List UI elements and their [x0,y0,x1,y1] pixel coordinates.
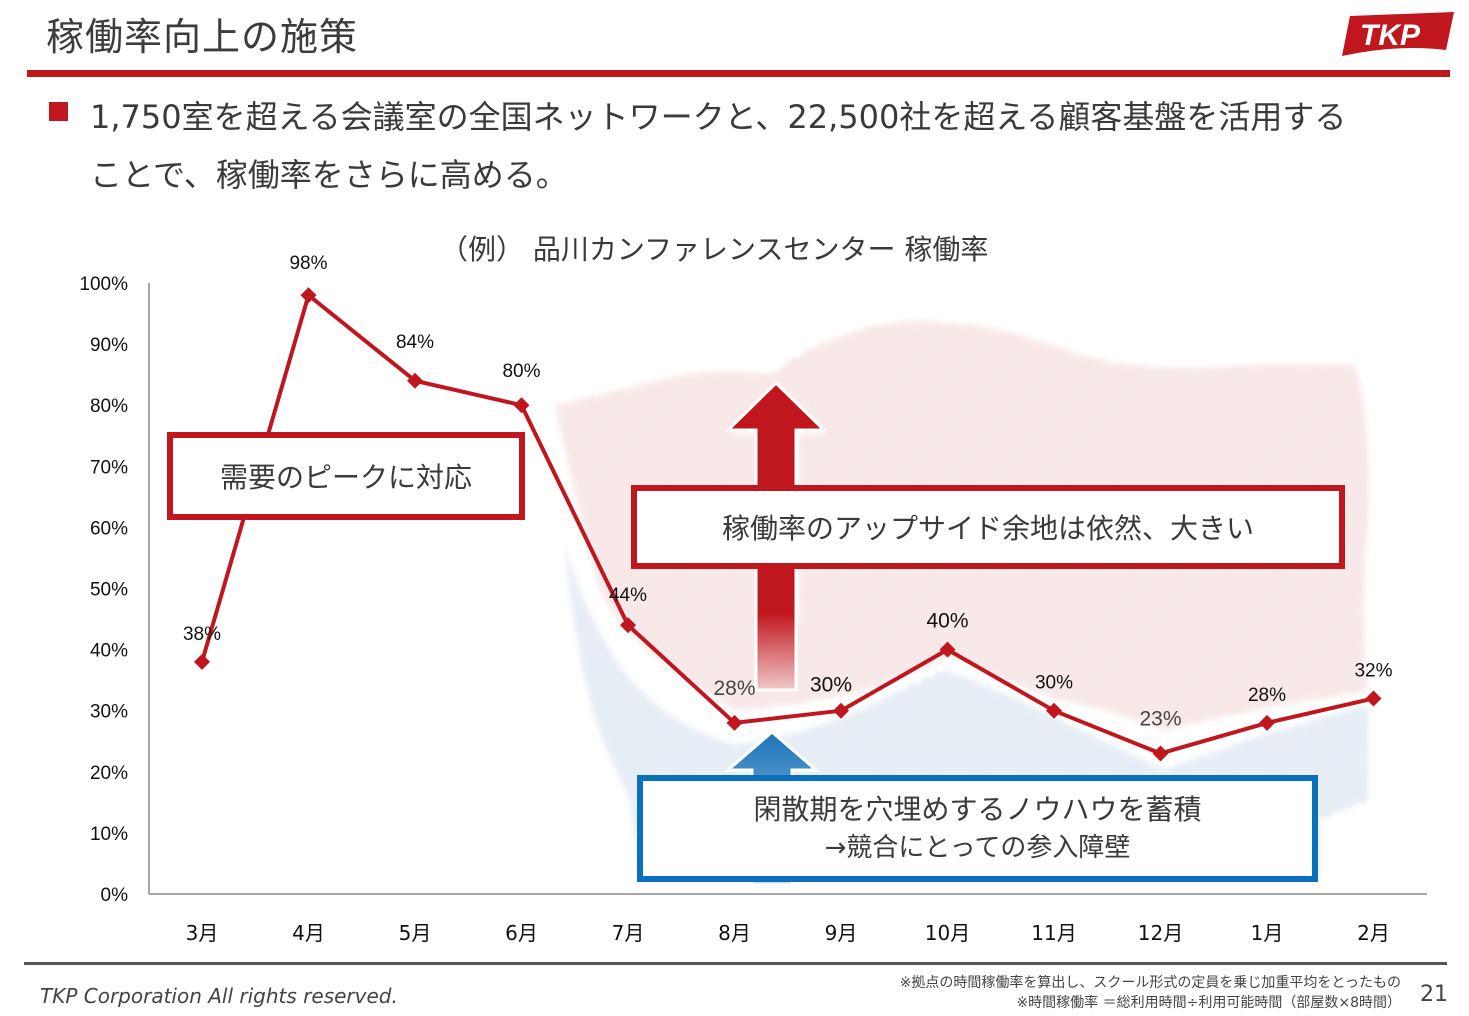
y-tick-label: 20% [90,763,128,784]
lead-line-1: 1,750室を超える会議室の全国ネットワークと、22,500社を超える顧客基盤を… [90,98,1347,136]
data-label: 32% [1354,660,1392,681]
chart-series: 38% 98% 84% 80% 44% 28% 30% 40% 30% 23% 28% 32% [183,253,1393,762]
copyright: TKP Corporation All rights reserved. [40,984,398,1008]
x-tick-label: 4月 [292,921,325,945]
x-tick-label: 10月 [925,921,970,945]
y-tick-label: 40% [90,641,128,662]
chart-title: （例） 品川カンファレンスセンター 稼働率 [440,233,989,266]
upside-callout-text: 稼働率のアップサイド余地は依然、大きい [721,512,1254,545]
tkp-logo: TKP [1342,12,1454,56]
data-label: 28% [713,677,755,700]
logo-text: TKP [1360,19,1421,52]
upside-callout: 稼働率のアップサイド余地は依然、大きい [631,485,1345,569]
x-tick-label: 2月 [1357,921,1390,945]
data-point-marker [407,372,423,389]
peak-callout-text: 需要のピークに対応 [219,461,472,494]
data-point-marker [939,641,956,658]
data-point-marker [726,714,743,731]
y-tick-label: 50% [90,580,128,601]
x-tick-label: 8月 [718,921,751,945]
data-label: 30% [810,674,852,697]
data-label: 80% [502,361,540,382]
data-label: 44% [609,585,647,606]
data-point-marker [1365,690,1382,707]
data-point-marker [300,287,317,304]
data-point-marker [513,397,530,414]
data-point-marker [620,617,636,634]
offseason-callout-line-1: 閑散期を穴埋めするノウハウを蓄積 [753,792,1202,826]
data-label: 38% [183,624,221,645]
data-label: 84% [396,332,434,353]
y-tick-label: 0% [101,885,129,906]
y-tick-label: 90% [90,335,128,356]
footer-divider [24,962,1447,965]
x-tick-label: 7月 [612,921,645,945]
data-label: 40% [926,610,968,633]
y-tick-label: 10% [90,824,128,845]
y-tick-label: 80% [90,396,128,417]
data-point-marker [833,702,849,719]
footnote-1: ※拠点の時間稼働率を算出し、スクール形式の定員を乗じ加重平均をとったもの [899,975,1401,991]
series-line [200,293,1374,756]
page-title: 稼働率向上の施策 [46,15,359,59]
y-tick-label: 100% [79,274,128,295]
page-number: 21 [1420,982,1448,1007]
footnotes: ※拠点の時間稼働率を算出し、スクール形式の定員を乗じ加重平均をとったもの ※時間… [900,973,1401,1013]
x-tick-label: 11月 [1031,921,1076,945]
data-label: 98% [289,253,327,274]
x-tick-label: 9月 [825,921,858,945]
bullet-square-icon [49,102,68,121]
data-label: 30% [1035,673,1073,694]
x-tick-label: 12月 [1138,921,1183,945]
offseason-callout-line-2: →競合にとっての参入障壁 [824,832,1131,863]
chart-axes: 0% 10% 20% 30% 40% 50% 60% 70% 80% 90% 100% 3月 4月 5月 6… [79,274,1427,945]
data-point-marker [1259,714,1275,731]
x-tick-label: 3月 [186,921,219,945]
data-label: 28% [1248,685,1286,706]
footnote-2: ※時間稼働率 ＝総利用時間÷利用可能時間（部屋数×8時間） [1016,995,1401,1011]
logo-flag-shape [1342,12,1454,56]
title-divider [27,70,1450,77]
x-tick-label: 5月 [399,921,432,945]
lead-line-2: ことで、稼働率をさらに高める。 [90,156,568,194]
x-tick-label: 6月 [505,921,538,945]
data-label: 23% [1139,707,1181,730]
x-tick-label: 1月 [1251,921,1284,945]
y-tick-label: 70% [90,457,128,478]
data-point-marker [1152,745,1169,762]
y-tick-label: 30% [90,702,128,723]
y-tick-label: 60% [90,518,128,539]
data-point-marker [194,653,210,670]
offseason-callout: 閑散期を穴埋めするノウハウを蓄積 →競合にとっての参入障壁 [637,775,1318,882]
peak-callout: 需要のピークに対応 [167,432,525,520]
lead-text: 1,750室を超える会議室の全国ネットワークと、22,500社を超える顧客基盤を… [90,88,1460,204]
data-point-marker [1046,702,1062,719]
